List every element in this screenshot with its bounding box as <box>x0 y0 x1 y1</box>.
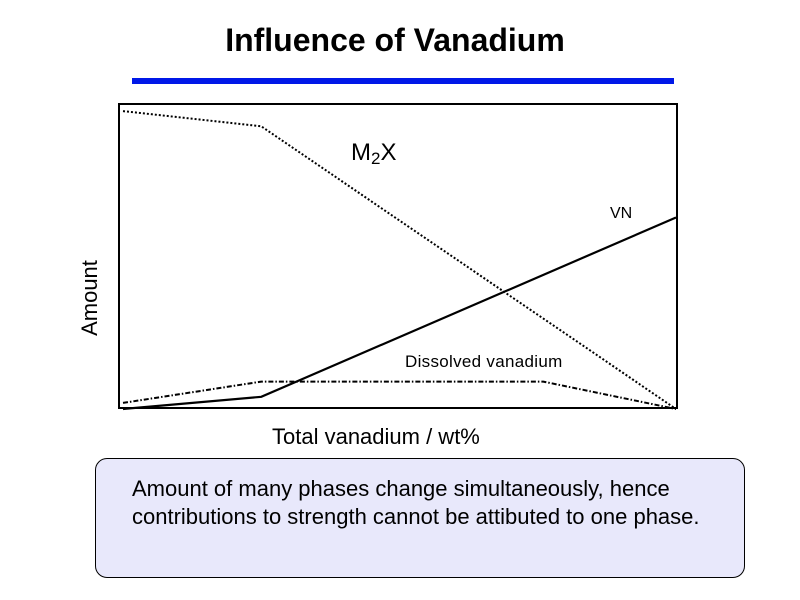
m2x-subscript: 2 <box>371 149 381 168</box>
chart-svg <box>118 103 678 411</box>
slide-title: Influence of Vanadium <box>225 22 565 58</box>
note-box: Amount of many phases change simultaneou… <box>95 458 745 578</box>
note-text: Amount of many phases change simultaneou… <box>132 476 700 529</box>
m2x-tail: X <box>380 139 397 166</box>
title-underline <box>132 78 674 84</box>
series-line-vn <box>122 216 677 411</box>
series-label-m2x: M2X <box>351 139 396 169</box>
series-label-vn: VN <box>610 205 633 222</box>
series-label-dissolved-vanadium: Dissolved vanadium <box>405 352 563 371</box>
series-line-m2x <box>122 110 677 410</box>
x-axis-label: Total vanadium / wt% <box>272 424 480 449</box>
chart: Amount Total vanadium / wt% M2X VN Disso… <box>77 103 678 449</box>
series-line-dissolved-vanadium <box>122 380 677 410</box>
series-layer <box>122 110 677 411</box>
plot-frame <box>118 103 678 409</box>
m2x-main: M <box>351 139 371 166</box>
y-axis-label: Amount <box>77 260 102 336</box>
